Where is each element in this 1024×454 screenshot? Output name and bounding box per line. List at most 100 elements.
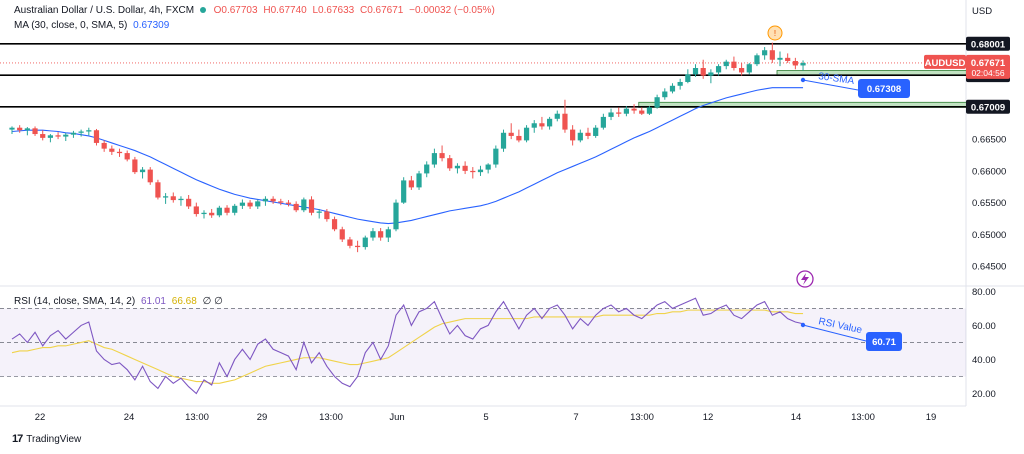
candle-body — [785, 57, 791, 62]
candle-body — [500, 132, 507, 149]
candle-body — [285, 202, 292, 204]
candle — [270, 196, 276, 204]
open-value: O0.67703 — [213, 5, 258, 16]
candle — [247, 200, 253, 209]
candle-body — [739, 68, 745, 73]
candle-body — [792, 61, 798, 66]
time-tick-label: 12 — [703, 412, 714, 423]
close-value: C0.67671 — [360, 5, 404, 16]
candle-body — [700, 68, 706, 76]
low-value: L0.67633 — [312, 5, 355, 16]
candle-body — [40, 134, 46, 138]
rsi-tick-label: 20.00 — [972, 389, 996, 400]
candle — [616, 107, 622, 117]
candle-body — [577, 132, 583, 141]
alert-circle-icon[interactable] — [767, 25, 783, 41]
candle — [224, 205, 230, 216]
candle — [132, 156, 138, 175]
candle — [109, 145, 115, 155]
candle — [762, 47, 768, 60]
candle — [577, 129, 583, 143]
candle-body — [462, 165, 468, 171]
rsi-polyline — [11, 297, 804, 395]
candle-body — [477, 169, 484, 173]
rsi-ma-legend-value: 66.68 — [171, 296, 197, 307]
candle — [70, 130, 77, 138]
candle-body — [47, 135, 53, 138]
candle-body — [262, 198, 269, 202]
price-tag-text: 0.67671 — [971, 58, 1006, 69]
candle-body — [78, 131, 84, 133]
candle-body — [516, 135, 522, 141]
ma-legend[interactable]: MA (30, close, 0, SMA, 5) 0.67309 — [14, 20, 172, 31]
candle — [493, 145, 499, 168]
rsi-tick-label: 40.00 — [972, 355, 996, 366]
rsi-lines — [11, 297, 804, 395]
candle — [570, 125, 576, 146]
candle-body — [178, 198, 184, 201]
candle-body — [508, 132, 514, 136]
candle-body — [362, 237, 368, 248]
candle — [531, 120, 537, 133]
candle — [116, 148, 123, 157]
candle — [78, 129, 84, 137]
candle-body — [485, 164, 491, 170]
candle-body — [347, 239, 353, 246]
candle — [40, 130, 46, 141]
candle-body — [201, 212, 207, 215]
candle-body — [247, 202, 253, 207]
candle — [454, 163, 461, 174]
candle — [355, 240, 361, 253]
candle — [393, 199, 399, 232]
candle — [623, 106, 629, 117]
candle — [700, 59, 706, 79]
candle-body — [278, 201, 284, 203]
time-tick-label: 7 — [573, 412, 578, 423]
candle-body — [708, 72, 714, 76]
rsi-legend-extra: ∅ ∅ — [202, 296, 223, 307]
candle — [139, 167, 146, 179]
candle-body — [209, 212, 215, 216]
candle-body — [439, 153, 445, 159]
candle — [508, 123, 514, 140]
candle — [746, 62, 752, 75]
candle — [124, 150, 130, 162]
candle-body — [692, 68, 699, 75]
candle-body — [470, 170, 476, 173]
alert-circle-glyph: ! — [774, 29, 776, 38]
tradingview-logo[interactable]: 17 TradingView — [12, 433, 81, 445]
candle — [424, 161, 430, 178]
rsi-legend[interactable]: RSI (14, close, SMA, 14, 2) 61.01 66.68 … — [14, 296, 226, 307]
time-tick-label: 13:00 — [851, 412, 875, 423]
candle — [608, 108, 614, 121]
candle-body — [139, 169, 146, 173]
candle — [209, 208, 215, 218]
candle-body — [155, 182, 161, 198]
time-tick-label: 24 — [124, 412, 135, 423]
candle — [646, 106, 653, 115]
price-axis: 0.66500 0.66000 0.65500 0.65000 0.64500 — [972, 135, 1006, 273]
candle-body — [24, 128, 30, 131]
candle — [631, 104, 637, 114]
candle-body — [493, 148, 499, 165]
candle-body — [224, 207, 230, 213]
time-tick-label: Jun — [389, 412, 404, 423]
candle — [401, 177, 407, 204]
time-tick-label: 13:00 — [630, 412, 654, 423]
candle — [654, 94, 660, 109]
candle-body — [762, 50, 768, 56]
rsi-band — [0, 308, 966, 377]
rsi-ma-polyline — [11, 309, 804, 384]
level-tag-text-2: 0.67009 — [971, 102, 1005, 113]
candle-body — [769, 50, 775, 60]
candle — [86, 127, 92, 136]
candle-body — [63, 134, 69, 137]
candle — [447, 155, 453, 171]
candle — [232, 203, 238, 216]
candle — [262, 196, 269, 206]
lightning-glyph — [801, 273, 809, 285]
candle-body — [631, 108, 637, 111]
countdown-text: 02:04:56 — [971, 68, 1004, 78]
candle-body — [585, 132, 591, 136]
candle — [754, 53, 760, 67]
